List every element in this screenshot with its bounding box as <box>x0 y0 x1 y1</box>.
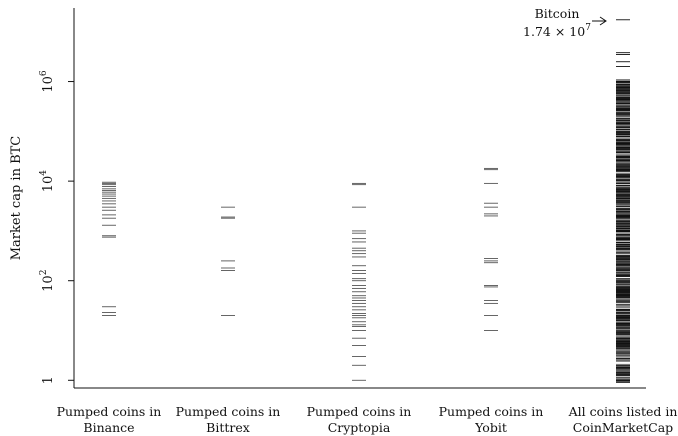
y-tick-label-exponent: 6 <box>39 70 49 76</box>
category-label-line: Pumped coins in <box>439 404 544 419</box>
y-tick-label: 102 <box>39 270 56 292</box>
y-tick-label: 106 <box>39 70 56 93</box>
category-label: Pumped coins in Cryptopia <box>307 404 412 435</box>
y-axis-label: Market cap in BTC <box>9 136 24 261</box>
category-label-line: CoinMarketCap <box>573 420 673 435</box>
y-tick-label-base: 10 <box>41 176 56 193</box>
annotation-arrowhead <box>599 16 607 26</box>
category-label-line: Cryptopia <box>328 420 391 435</box>
annotation-value-exponent: 7 <box>585 23 591 33</box>
y-tick-label-base: 10 <box>41 76 56 93</box>
y-tick-label-base: 1 <box>41 376 56 384</box>
category-label-line: Yobit <box>474 420 507 435</box>
annotation-value-base: 1.74 × 10 <box>523 24 585 39</box>
series-0 <box>102 181 116 316</box>
series-2 <box>352 182 366 381</box>
series-4 <box>616 19 630 68</box>
category-label: Pumped coins in Binance <box>57 404 162 435</box>
category-label-line: Bittrex <box>206 420 250 435</box>
category-label-line: Binance <box>83 420 134 435</box>
category-label: Pumped coins in Yobit <box>439 404 544 435</box>
y-tick-label-exponent: 4 <box>39 170 49 176</box>
axes <box>73 8 646 389</box>
series-3 <box>484 167 498 331</box>
series-4-dense-marks <box>616 79 630 383</box>
category-label: All coins listed in CoinMarketCap <box>568 404 678 435</box>
annotation-value: 1.74 × 107 <box>523 23 591 39</box>
y-tick-label-exponent: 2 <box>39 270 49 276</box>
data-marks <box>102 19 630 383</box>
y-tick-label: 1 <box>41 376 56 384</box>
y-tick-label: 104 <box>39 170 56 193</box>
category-label: Pumped coins in Bittrex <box>176 404 281 435</box>
series-1 <box>221 206 235 316</box>
bitcoin-annotation: Bitcoin 1.74 × 107 <box>523 6 607 39</box>
annotation-label: Bitcoin <box>535 6 580 21</box>
category-label-line: Pumped coins in <box>176 404 281 419</box>
category-label-line: Pumped coins in <box>57 404 162 419</box>
category-label-line: All coins listed in <box>568 404 678 419</box>
y-tick-label-base: 10 <box>41 275 56 292</box>
category-label-line: Pumped coins in <box>307 404 412 419</box>
